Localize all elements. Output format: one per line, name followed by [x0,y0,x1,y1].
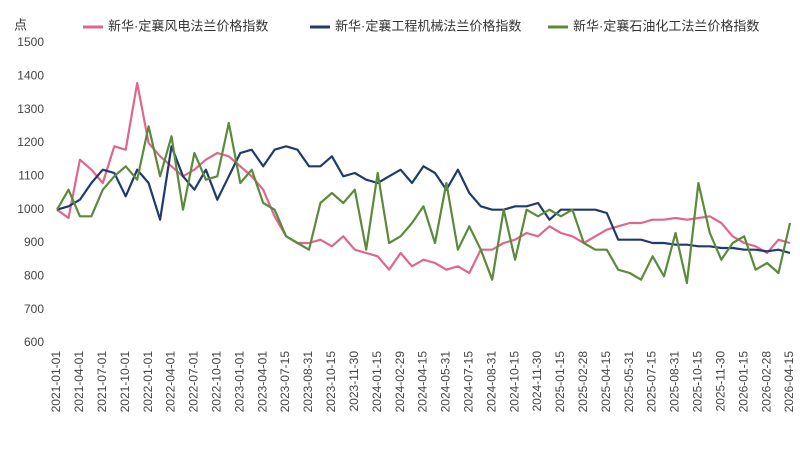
x-tick-label: 2023-07-15 [278,351,292,413]
x-tick-label: 2023-11-30 [347,351,361,412]
x-tick-label: 2023-04-01 [255,351,269,413]
legend-label: 新华·定襄风电法兰价格指数 [108,18,268,33]
x-tick-label: 2023-01-01 [232,351,246,413]
y-tick-label: 1400 [17,69,44,83]
legend-label: 新华·定襄石油化工法兰价格指数 [573,18,759,33]
x-tick-label: 2026-04-15 [782,351,796,413]
x-tick-label: 2024-01-15 [370,351,384,413]
y-tick-label: 1100 [18,169,44,183]
x-tick-label: 2024-02-29 [393,351,407,413]
x-tick-label: 2021-07-01 [95,351,109,413]
x-tick-label: 2025-02-28 [576,351,590,413]
y-tick-label: 1500 [17,35,44,49]
x-tick-label: 2021-10-01 [118,351,132,413]
x-tick-label: 2024-04-15 [416,351,430,413]
x-tick-label: 2025-08-31 [668,351,682,413]
x-tick-label: 2022-04-01 [164,351,178,413]
y-tick-label: 1200 [17,135,44,149]
x-tick-label: 2021-01-01 [49,351,63,413]
x-tick-label: 2025-11-30 [713,351,727,412]
series-line [56,121,792,285]
y-tick-label: 600 [24,335,44,349]
x-tick-label: 2024-05-31 [439,351,453,413]
y-tick-label: 900 [24,235,44,249]
x-tick-label: 2025-07-15 [645,351,659,413]
y-tick-label: 800 [24,269,44,283]
y-tick-label: 1000 [17,202,44,216]
x-tick-label: 2025-10-15 [691,351,705,413]
series-line [56,145,791,255]
x-tick-label: 2023-08-31 [301,351,315,413]
x-tick-label: 2025-04-15 [599,351,613,413]
y-tick-label: 700 [24,302,44,316]
series-line [56,81,791,275]
x-tick-label: 2024-11-30 [530,351,544,412]
x-tick-label: 2022-10-01 [210,351,224,413]
x-tick-label: 2026-01-15 [736,351,750,413]
x-tick-label: 2021-04-01 [72,351,86,413]
x-tick-label: 2022-07-01 [187,351,201,413]
x-tick-label: 2025-01-15 [553,351,567,413]
x-tick-label: 2024-07-15 [461,351,475,413]
x-tick-label: 2024-10-15 [507,351,521,413]
y-axis-label: 点 [14,17,27,32]
x-tick-label: 2025-05-31 [622,351,636,413]
x-tick-label: 2022-01-01 [141,351,155,413]
x-tick-label: 2023-10-15 [324,351,338,413]
y-tick-label: 1300 [17,102,44,116]
x-tick-label: 2024-08-31 [484,351,498,413]
legend-label: 新华·定襄工程机械法兰价格指数 [335,18,521,33]
x-tick-label: 2026-02-28 [759,351,773,413]
